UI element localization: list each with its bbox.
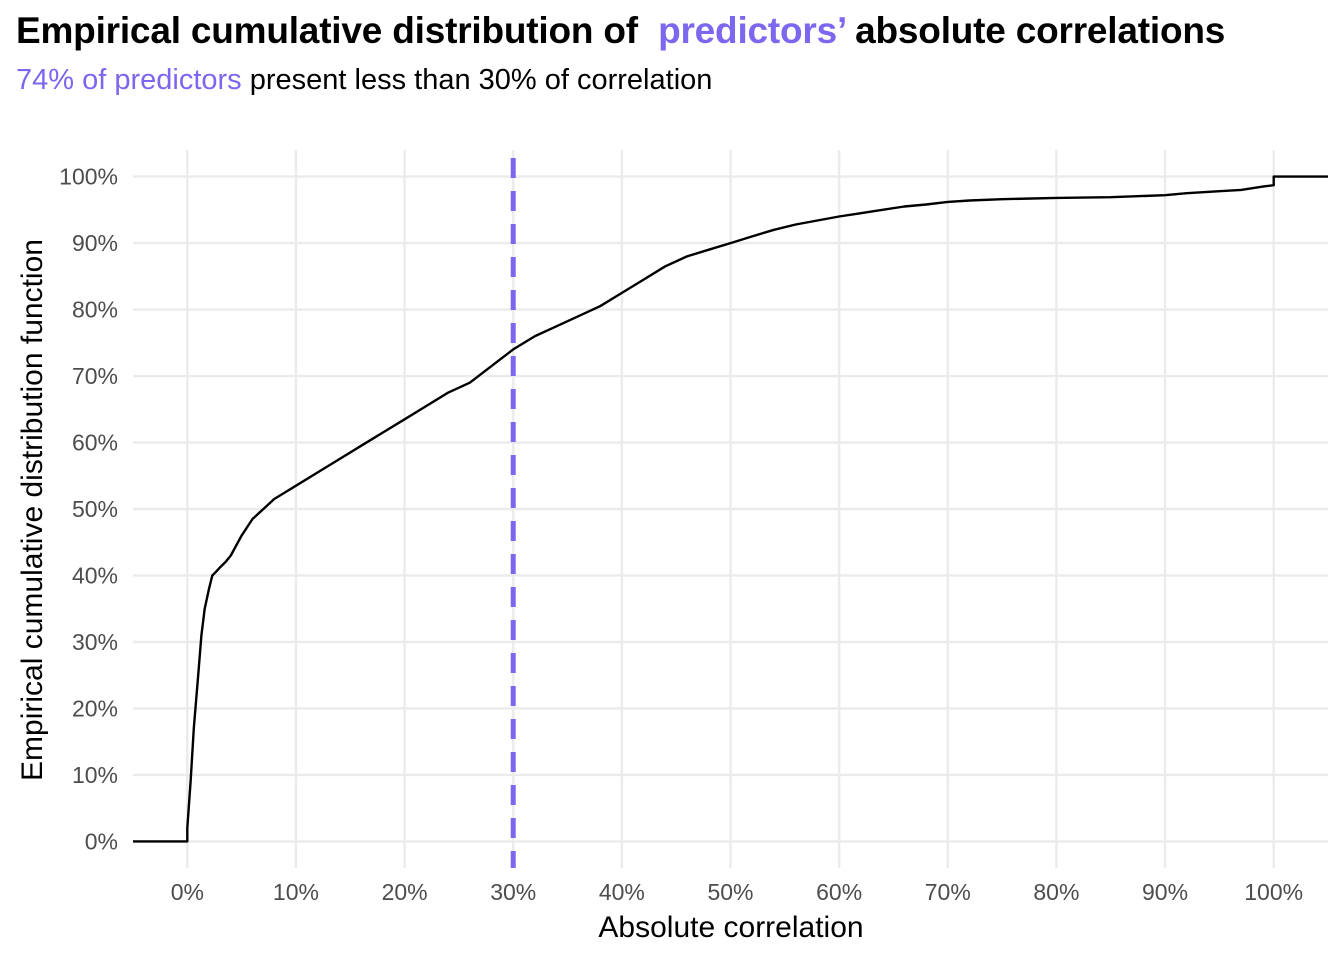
title-part2: absolute correlations: [855, 10, 1226, 51]
title-highlight: predictors’: [658, 10, 846, 51]
y-tick-label: 60%: [72, 430, 118, 456]
x-tick-label: 100%: [1244, 879, 1303, 905]
title-part1: Empirical cumulative distribution of: [16, 10, 638, 51]
x-tick-label: 60%: [816, 879, 862, 905]
y-tick-label: 20%: [72, 695, 118, 721]
x-tick-label: 0%: [171, 879, 204, 905]
grid-layer: [133, 150, 1328, 868]
y-axis-title: Empirical cumulative distribution functi…: [16, 239, 49, 781]
tick-layer: 0% 10% 20% 30% 40% 50% 60% 70% 80% 90% 100% 0% 10% 20…: [59, 164, 1303, 905]
y-tick-label: 0%: [85, 828, 118, 854]
chart-subtitle: 74% of predictors present less than 30% …: [16, 64, 712, 97]
y-tick-label: 40%: [72, 562, 118, 588]
x-tick-label: 10%: [273, 879, 319, 905]
y-tick-label: 100%: [59, 164, 118, 190]
chart-title: Empirical cumulative distribution of pre…: [16, 10, 1225, 52]
y-tick-label: 70%: [72, 363, 118, 389]
line-layer: [133, 175, 1328, 843]
x-tick-label: 20%: [382, 879, 428, 905]
y-tick-label: 50%: [72, 496, 118, 522]
y-tick-label: 80%: [72, 297, 118, 323]
x-tick-label: 50%: [707, 879, 753, 905]
ecdf-line: [133, 175, 1328, 843]
x-tick-label: 90%: [1142, 879, 1188, 905]
x-tick-label: 70%: [925, 879, 971, 905]
x-tick-label: 30%: [490, 879, 536, 905]
x-tick-label: 80%: [1033, 879, 1079, 905]
x-axis-title: Absolute correlation: [598, 911, 863, 944]
subtitle-highlight: 74% of predictors: [16, 64, 242, 96]
y-tick-label: 90%: [72, 230, 118, 256]
subtitle-rest: present less than 30% of correlation: [249, 64, 713, 96]
y-tick-label: 10%: [72, 762, 118, 788]
x-tick-label: 40%: [599, 879, 645, 905]
y-tick-label: 30%: [72, 629, 118, 655]
